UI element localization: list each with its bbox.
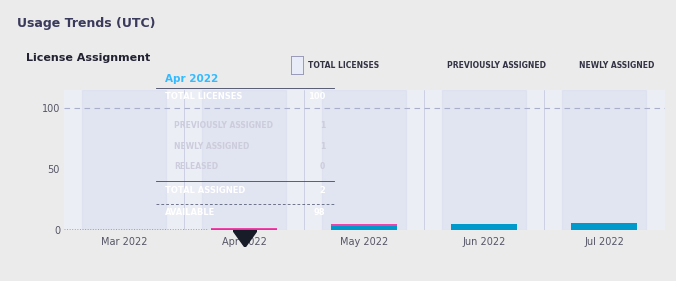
Bar [562, 90, 646, 230]
Bar [322, 90, 406, 230]
Bar [82, 90, 166, 230]
Bar [452, 224, 517, 230]
Bar [331, 224, 397, 226]
Text: License Assignment: License Assignment [26, 53, 150, 63]
Bar [212, 229, 277, 230]
Text: Apr 2022: Apr 2022 [165, 74, 218, 84]
Text: TOTAL LICENSES: TOTAL LICENSES [308, 61, 379, 70]
Polygon shape [233, 230, 257, 247]
Text: 0: 0 [320, 162, 325, 171]
Bar [571, 223, 637, 230]
Text: 98: 98 [314, 208, 325, 217]
Text: 2: 2 [319, 186, 325, 195]
Text: 1: 1 [320, 142, 325, 151]
Text: NEWLY ASSIGNED: NEWLY ASSIGNED [174, 142, 250, 151]
Text: AVAILABLE: AVAILABLE [165, 208, 216, 217]
Text: TOTAL LICENSES: TOTAL LICENSES [165, 92, 243, 101]
Bar [442, 90, 527, 230]
Bar [202, 90, 287, 230]
Bar [212, 228, 277, 229]
Text: 1: 1 [320, 121, 325, 130]
Bar [331, 226, 397, 230]
Text: TOTAL ASSIGNED: TOTAL ASSIGNED [165, 186, 245, 195]
Text: Usage Trends (UTC): Usage Trends (UTC) [17, 17, 155, 30]
Text: NEWLY ASSIGNED: NEWLY ASSIGNED [579, 61, 654, 70]
Text: 100: 100 [308, 92, 325, 101]
Text: RELEASED: RELEASED [174, 162, 218, 171]
Text: PREVIOUSLY ASSIGNED: PREVIOUSLY ASSIGNED [447, 61, 546, 70]
Text: PREVIOUSLY ASSIGNED: PREVIOUSLY ASSIGNED [174, 121, 273, 130]
